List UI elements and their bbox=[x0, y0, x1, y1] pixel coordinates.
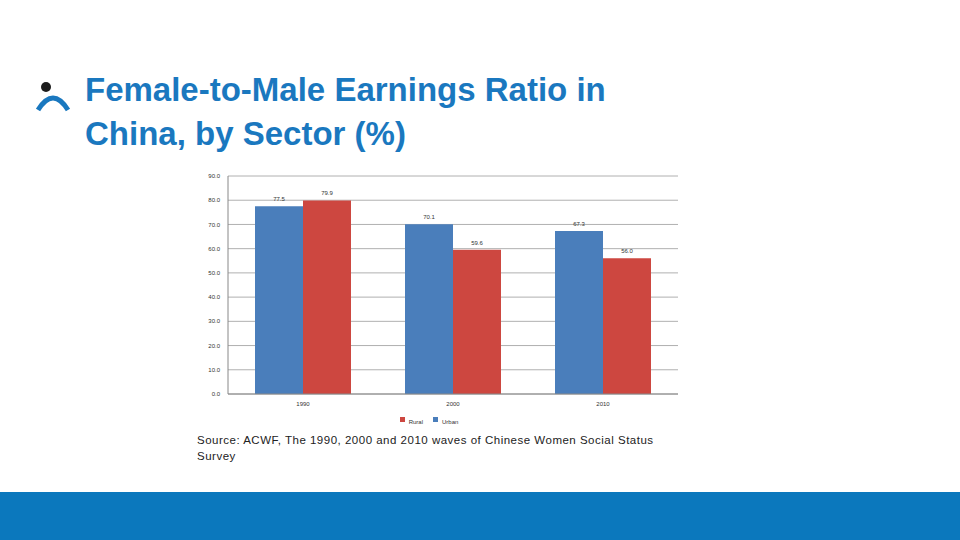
svg-text:77.5: 77.5 bbox=[273, 196, 285, 202]
svg-text:50.0: 50.0 bbox=[208, 270, 220, 276]
svg-text:90.0: 90.0 bbox=[208, 173, 220, 179]
svg-text:59.6: 59.6 bbox=[471, 240, 483, 246]
svg-text:70.0: 70.0 bbox=[208, 222, 220, 228]
html-text:Source: ACWF, The 1990, 2000 a: Source: ACWF, The 1990, 2000 and 2010 wa… bbox=[197, 434, 654, 462]
svg-text:60.0: 60.0 bbox=[208, 246, 220, 252]
svg-text:10.0: 10.0 bbox=[208, 367, 220, 373]
svg-text:1990: 1990 bbox=[296, 401, 310, 407]
html-text:Urban: Urban bbox=[442, 419, 459, 425]
svg-text:80.0: 80.0 bbox=[208, 197, 220, 203]
svg-text:67.3: 67.3 bbox=[573, 221, 585, 227]
svg-text:2010: 2010 bbox=[596, 401, 610, 407]
html-text:Rural: Rural bbox=[408, 419, 423, 425]
svg-text:70.1: 70.1 bbox=[423, 214, 435, 220]
svg-text:30.0: 30.0 bbox=[208, 318, 220, 324]
svg-text:79.9: 79.9 bbox=[321, 190, 333, 196]
svg-text:2000: 2000 bbox=[446, 401, 460, 407]
svg-text:20.0: 20.0 bbox=[208, 343, 220, 349]
svg-text:56.0: 56.0 bbox=[621, 248, 633, 254]
html-text:Female-to-Male Earnings Ratio: Female-to-Male Earnings Ratio in China, … bbox=[85, 71, 606, 152]
svg-text:40.0: 40.0 bbox=[208, 294, 220, 300]
svg-text:0.0: 0.0 bbox=[212, 391, 221, 397]
